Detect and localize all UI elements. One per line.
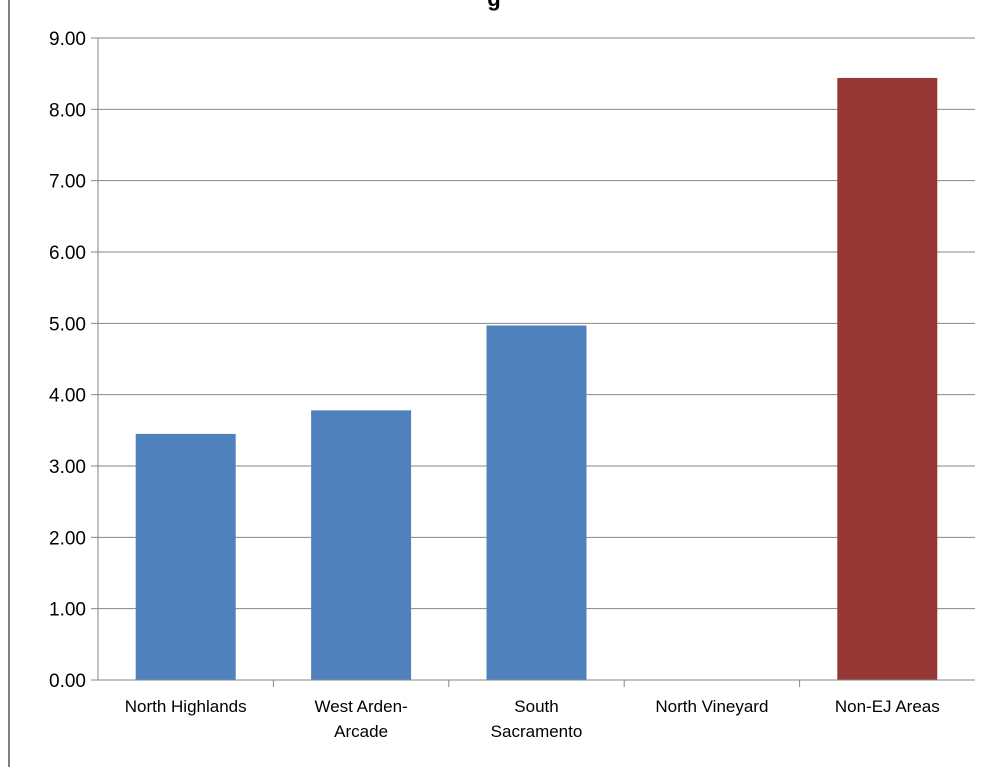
x-category-label-line: Sacramento <box>491 722 583 741</box>
y-tick-label: 5.00 <box>49 314 86 335</box>
y-tick-label: 7.00 <box>49 172 86 193</box>
bar <box>135 433 236 680</box>
y-tick-label: 0.00 <box>49 671 86 692</box>
x-category-label-line: North Vineyard <box>655 697 768 716</box>
axes <box>97 38 975 681</box>
y-tick-label: 8.00 <box>49 100 86 121</box>
y-tick-label: 1.00 <box>49 600 86 621</box>
y-tick-label: 4.00 <box>49 386 86 407</box>
y-tick-label: 9.00 <box>49 29 86 50</box>
y-tick-label: 2.00 <box>49 528 86 549</box>
bars <box>135 77 938 681</box>
x-category-label-line: West Arden- <box>314 697 407 716</box>
x-category-label-line: Arcade <box>334 722 388 741</box>
x-category-label: North Vineyard <box>655 697 768 716</box>
bar <box>837 77 938 681</box>
x-category-label-line: Non-EJ Areas <box>835 697 940 716</box>
x-category-label-line: South <box>514 697 558 716</box>
x-category-label-line: North Highlands <box>125 697 247 716</box>
x-axis-category-labels: North Highlands West Arden- Arcade South Sac… <box>125 680 940 741</box>
x-category-label: South Sacramento <box>491 697 583 741</box>
chart-title: g <box>0 0 988 12</box>
gridlines <box>91 37 975 681</box>
y-tick-label: 6.00 <box>49 243 86 264</box>
y-tick-label: 3.00 <box>49 457 86 478</box>
x-category-label: West Arden- Arcade <box>314 697 407 741</box>
bar <box>486 325 587 680</box>
y-axis-tick-labels: 0.00 1.00 2.00 3.00 4.00 5.00 6.00 7.00 8.00 9.00 <box>49 29 86 692</box>
bar <box>311 410 412 680</box>
x-category-label: North Highlands <box>125 697 247 716</box>
x-category-label: Non-EJ Areas <box>835 697 940 716</box>
